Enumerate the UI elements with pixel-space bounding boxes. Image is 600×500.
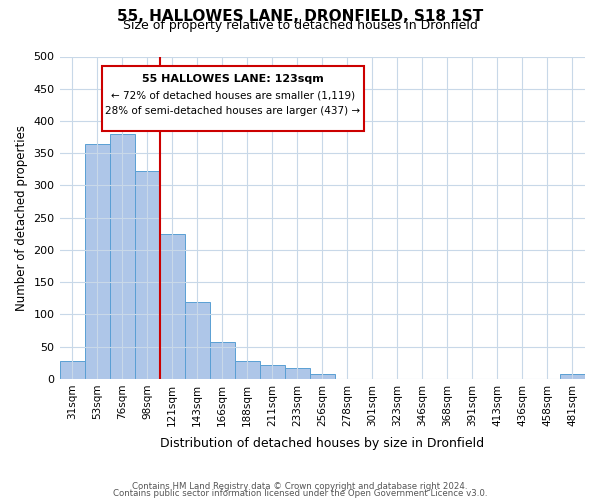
Bar (285, 368, 310, 379)
Bar (160, 234, 185, 379)
Text: Contains public sector information licensed under the Open Government Licence v3: Contains public sector information licen… (113, 489, 487, 498)
FancyBboxPatch shape (101, 66, 364, 130)
Bar (260, 364, 285, 379)
Bar (85, 144, 110, 379)
Text: 28% of semi-detached houses are larger (437) →: 28% of semi-detached houses are larger (… (106, 106, 361, 117)
X-axis label: Distribution of detached houses by size in Dronfield: Distribution of detached houses by size … (160, 437, 484, 450)
Text: 55, HALLOWES LANE, DRONFIELD, S18 1ST: 55, HALLOWES LANE, DRONFIELD, S18 1ST (117, 9, 483, 24)
Y-axis label: Number of detached properties: Number of detached properties (15, 124, 28, 310)
Bar (110, 134, 134, 379)
Text: Contains HM Land Registry data © Crown copyright and database right 2024.: Contains HM Land Registry data © Crown c… (132, 482, 468, 491)
Text: 55 HALLOWES LANE: 123sqm: 55 HALLOWES LANE: 123sqm (142, 74, 324, 84)
Text: Size of property relative to detached houses in Dronfield: Size of property relative to detached ho… (122, 19, 478, 32)
Bar (59, 362, 85, 379)
Bar (209, 342, 235, 379)
Bar (185, 302, 209, 379)
Bar (134, 170, 160, 379)
Bar (310, 374, 335, 379)
Bar (560, 374, 585, 379)
Text: ← 72% of detached houses are smaller (1,119): ← 72% of detached houses are smaller (1,… (111, 90, 355, 101)
Bar (235, 362, 260, 379)
